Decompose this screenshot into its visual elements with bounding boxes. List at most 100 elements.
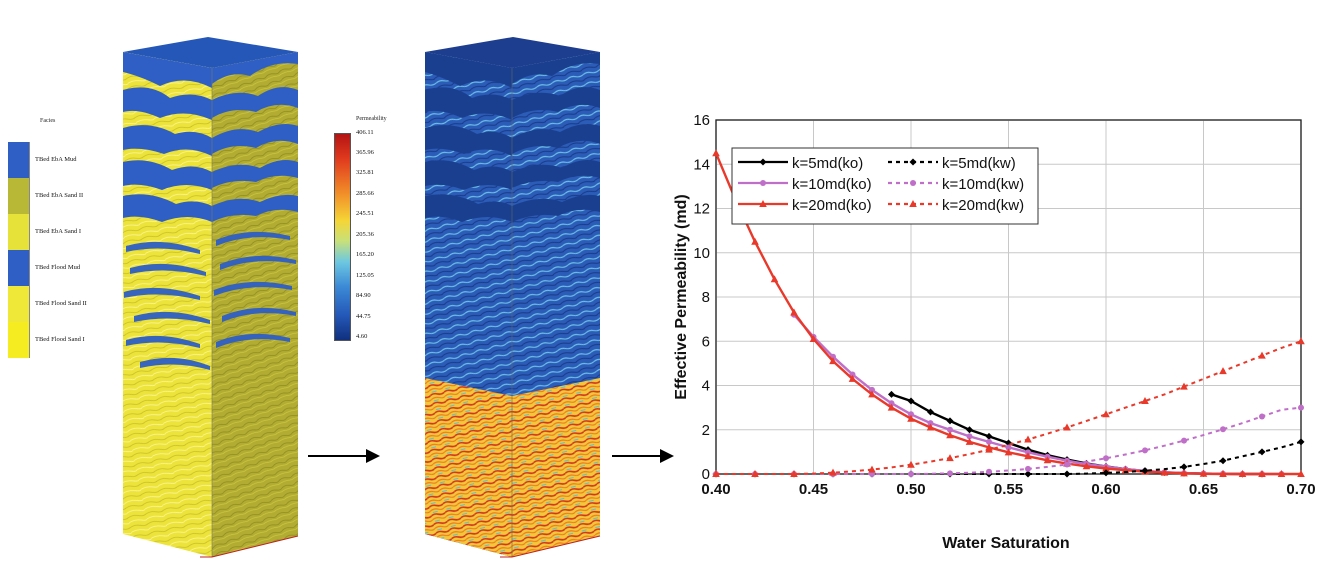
data-point: [829, 357, 837, 365]
data-point: [1103, 455, 1109, 462]
y-tick-label: 4: [702, 378, 710, 395]
data-point: [848, 374, 857, 382]
y-tick-label: 8: [702, 289, 710, 306]
legend-label: k=10md(ko): [792, 176, 872, 193]
data-point: [965, 437, 974, 445]
chart-series-group: [712, 149, 1305, 478]
data-point: [751, 470, 759, 477]
data-point: [1297, 438, 1305, 446]
arrow-shaft: [612, 455, 664, 457]
data-point: [1024, 470, 1032, 478]
data-point: [868, 390, 876, 398]
data-point: [907, 414, 915, 422]
facies-swatch: [8, 286, 30, 322]
data-point: [1102, 464, 1110, 472]
data-point: [986, 438, 992, 445]
y-tick-label: 2: [702, 422, 710, 439]
data-point: [1238, 470, 1247, 477]
data-point: [985, 432, 993, 440]
data-point: [966, 426, 973, 434]
data-point: [790, 470, 798, 477]
facies-swatch: [8, 142, 30, 178]
data-point: [1043, 456, 1052, 464]
data-point: [946, 417, 954, 425]
data-point: [927, 420, 934, 427]
data-point: [712, 470, 720, 477]
data-point: [1258, 470, 1266, 477]
permeability-tick: 205.36: [356, 231, 374, 238]
facies-column: [123, 37, 299, 558]
facies-label: TBed EbA Mud: [35, 156, 77, 163]
x-tick-label: 0.55: [994, 481, 1023, 498]
x-axis-label: Water Saturation: [942, 535, 1069, 552]
data-point: [966, 433, 973, 440]
series-line: [716, 340, 1302, 475]
permeability-tick: 4.60: [356, 333, 368, 340]
data-point: [712, 149, 720, 157]
x-tick-label: 0.40: [701, 481, 730, 498]
x-tick-label: 0.60: [1091, 481, 1120, 498]
data-point: [907, 460, 915, 468]
data-point: [809, 335, 818, 343]
data-point: [869, 386, 875, 393]
chart-legend: k=5md(ko) k=5md(kw) k=10md(ko) k=10md(kw) k=…: [731, 147, 1039, 225]
facies-label: TBed Flood Mud: [35, 264, 81, 271]
data-point: [1297, 337, 1305, 345]
legend-label: k=5md(ko): [792, 155, 863, 172]
facies-label: TBed EbA Sand II: [35, 192, 84, 199]
facies-swatch: [8, 178, 30, 214]
data-point: [790, 308, 798, 316]
data-point: [1181, 437, 1187, 444]
facies-swatch: [8, 214, 30, 250]
data-point: [1063, 470, 1071, 478]
permeability-legend-title: Permeability: [356, 116, 387, 122]
y-tick-label: 14: [693, 156, 710, 173]
data-point: [910, 180, 916, 186]
arrow-head-icon: [660, 449, 674, 463]
data-point: [946, 431, 954, 439]
facies-swatch: [8, 250, 30, 286]
data-point: [909, 200, 917, 207]
y-axis-label: Effective Permeability (md): [673, 194, 690, 399]
data-point: [946, 454, 954, 462]
plot-border: [715, 119, 1302, 475]
legend-label: k=5md(kw): [942, 155, 1016, 172]
data-point: [985, 445, 993, 453]
facies-item: TBed EbA Mud: [8, 142, 106, 178]
data-point: [1142, 447, 1148, 454]
facies-item: TBed EbA Sand II: [8, 178, 106, 214]
data-point: [1180, 469, 1188, 477]
data-point: [1219, 367, 1227, 375]
series-k-20md-kw-: [712, 337, 1305, 477]
permeability-tick: 406.11: [356, 129, 374, 136]
y-tick-label: 0: [702, 466, 710, 483]
data-point: [986, 468, 992, 475]
facies-item: TBed EbA Sand I: [8, 214, 106, 250]
data-point: [1004, 448, 1013, 456]
data-point: [947, 426, 953, 433]
data-point: [1025, 465, 1031, 472]
arrow-shaft: [308, 455, 370, 457]
facies-label: TBed Flood Sand I: [35, 336, 85, 343]
facies-swatch: [8, 322, 30, 358]
y-tick-label: 10: [693, 245, 710, 262]
data-point: [759, 158, 767, 166]
permeability-chart: 0.40 0.45 0.50 0.55 0.60 0.65 0.70 0 2 4 6 8 10 12 14 1…: [673, 112, 1316, 552]
data-point: [926, 423, 935, 431]
data-point: [759, 200, 767, 207]
data-point: [1220, 426, 1226, 433]
data-point: [1102, 469, 1110, 477]
data-point: [888, 390, 895, 398]
data-point: [1160, 468, 1169, 476]
data-point: [1180, 382, 1188, 390]
data-point: [908, 471, 914, 477]
data-point: [1180, 463, 1188, 471]
permeability-tick: 44.75: [356, 313, 371, 320]
data-point: [1082, 462, 1091, 470]
data-point: [1064, 461, 1070, 468]
data-point: [887, 403, 896, 411]
data-point: [760, 180, 766, 186]
legend-frame: [731, 147, 1039, 225]
data-point: [1024, 435, 1032, 443]
